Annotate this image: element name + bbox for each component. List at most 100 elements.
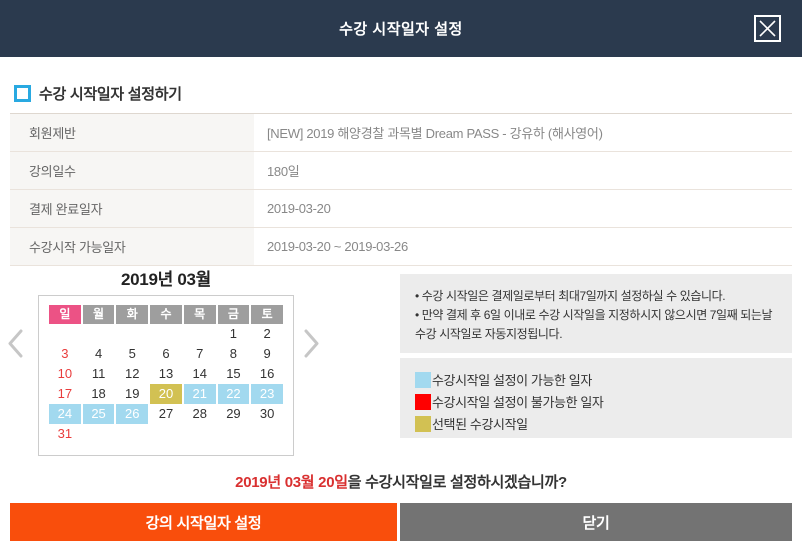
row-label: 회원제반 — [10, 113, 254, 152]
section-title: 수강 시작일자 설정하기 — [39, 86, 182, 103]
table-row: 결제 완료일자 2019-03-20 — [10, 189, 792, 228]
modal-title: 수강 시작일자 설정 — [339, 21, 463, 38]
day-cell: 28 — [192, 406, 207, 421]
day-cell: 15 — [226, 366, 241, 381]
calendar-week-row: 3 4 5 6 7 8 9 — [49, 344, 283, 364]
day-cell: 27 — [158, 406, 174, 421]
day-cell[interactable]: 21 — [183, 384, 216, 404]
day-cell: 29 — [226, 406, 241, 421]
day-cell: 19 — [125, 386, 140, 401]
row-value: 2019-03-20 — [254, 189, 792, 228]
button-row: 강의 시작일자 설정 닫기 — [10, 503, 792, 541]
table-row: 수강시작 가능일자 2019-03-20 ~ 2019-03-26 — [10, 227, 792, 266]
notice-line: • 수강 시작일은 결제일로부터 최대7일까지 설정하실 수 있습니다. — [415, 289, 726, 303]
empty-day-cell — [83, 324, 115, 344]
modal-header: 수강 시작일자 설정 — [0, 0, 802, 57]
table-row: 회원제반 [NEW] 2019 해양경찰 과목별 Dream PASS - 강유하… — [10, 113, 792, 152]
calendar-week-row: 31 — [49, 424, 283, 444]
row-value: 180일 — [254, 151, 792, 190]
weekday-cell: 금 — [217, 305, 250, 324]
legend-item: 선택된 수강시작일 — [415, 414, 777, 433]
calendar-week-row: 10 11 12 13 14 15 16 — [49, 364, 283, 384]
day-cell[interactable]: 23 — [251, 384, 283, 404]
legend-label: 수강시작일 설정이 가능한 일자 — [432, 373, 592, 388]
section-heading: 수강 시작일자 설정하기 — [14, 83, 182, 104]
day-cell: 14 — [192, 366, 207, 381]
day-cell: 5 — [128, 346, 136, 361]
empty-day-cell — [83, 424, 115, 444]
weekday-cell: 월 — [82, 305, 115, 324]
empty-day-cell — [116, 324, 148, 344]
day-cell: 17 — [57, 386, 73, 401]
day-cell[interactable]: 22 — [217, 384, 250, 404]
day-cell: 30 — [259, 406, 275, 421]
chevron-right-icon — [304, 329, 319, 358]
table-row: 강의일수 180일 — [10, 151, 792, 190]
day-cell: 1 — [229, 326, 238, 341]
legend-swatch-icon — [415, 393, 431, 410]
day-cell: 6 — [162, 346, 170, 361]
notice-line: • 만약 결제 후 6일 이내로 수강 시작일을 지정하시지 않으시면 7일째 … — [415, 308, 773, 342]
row-value: 2019-03-20 ~ 2019-03-26 — [254, 227, 792, 266]
empty-day-cell — [218, 424, 250, 444]
square-bullet-icon — [14, 85, 31, 102]
day-cell: 2 — [263, 326, 271, 341]
close-modal-button[interactable]: 닫기 — [400, 503, 792, 541]
legend-item: 수강시작일 설정이 가능한 일자 — [415, 370, 777, 389]
row-label: 강의일수 — [10, 151, 254, 190]
row-label: 결제 완료일자 — [10, 189, 254, 228]
legend-label: 선택된 수강시작일 — [432, 417, 528, 432]
row-value: [NEW] 2019 해양경찰 과목별 Dream PASS - 강유하 (해사… — [254, 113, 792, 152]
weekday-sunday: 일 — [49, 305, 81, 324]
legend-swatch-icon — [415, 371, 431, 388]
empty-day-cell — [251, 424, 283, 444]
next-month-button[interactable] — [303, 329, 320, 358]
day-cell: 16 — [259, 366, 275, 381]
close-icon — [759, 20, 776, 37]
notice-box: • 수강 시작일은 결제일로부터 최대7일까지 설정하실 수 있습니다. • 만약… — [400, 274, 792, 353]
day-cell[interactable]: 20 — [150, 384, 182, 404]
day-cell[interactable]: 24 — [49, 404, 81, 424]
day-cell: 3 — [61, 346, 69, 361]
empty-day-cell — [150, 324, 182, 344]
row-label: 수강시작 가능일자 — [10, 227, 254, 266]
day-cell: 13 — [158, 366, 174, 381]
legend-label: 수강시작일 설정이 불가능한 일자 — [432, 395, 604, 410]
weekday-cell: 수 — [150, 305, 182, 324]
weekday-cell: 목 — [183, 305, 216, 324]
calendar-week-row: 24 25 26 27 28 29 30 — [49, 404, 283, 424]
prev-month-button[interactable] — [7, 329, 24, 358]
day-cell: 12 — [125, 366, 140, 381]
legend-swatch-icon — [415, 415, 431, 432]
day-cell: 7 — [196, 346, 204, 361]
day-cell: 8 — [229, 346, 238, 361]
day-cell[interactable]: 26 — [116, 404, 149, 424]
confirm-question-text: 을 수강시작일로 설정하시겠습니까? — [347, 474, 567, 491]
confirm-date: 2019년 03월 20일 — [235, 474, 348, 491]
day-cell[interactable]: 25 — [82, 404, 115, 424]
weekday-cell: 화 — [116, 305, 149, 324]
weekday-cell: 토 — [251, 305, 283, 324]
empty-day-cell — [184, 424, 216, 444]
day-cell: 18 — [91, 386, 106, 401]
day-cell: 11 — [91, 366, 106, 381]
day-cell: 9 — [263, 346, 271, 361]
date-grid: 1 2 3 4 5 6 7 8 9 10 11 12 13 14 15 16 17 18 19 20 21 22 23 24 2… — [49, 324, 283, 444]
set-start-date-button[interactable]: 강의 시작일자 설정 — [10, 503, 397, 541]
confirm-question: 2019년 03월 20일을 수강시작일로 설정하시겠습니까? — [0, 471, 802, 492]
close-button[interactable] — [754, 15, 781, 42]
day-cell: 10 — [57, 366, 73, 381]
legend-item: 수강시작일 설정이 불가능한 일자 — [415, 392, 777, 411]
calendar-month-title: 2019년 03월 — [120, 270, 212, 289]
empty-day-cell — [150, 424, 182, 444]
course-info-table: 회원제반 [NEW] 2019 해양경찰 과목별 Dream PASS - 강유하… — [10, 113, 792, 266]
day-cell: 31 — [57, 426, 73, 441]
chevron-left-icon — [8, 329, 23, 358]
empty-day-cell — [49, 324, 81, 344]
empty-day-cell — [116, 424, 148, 444]
